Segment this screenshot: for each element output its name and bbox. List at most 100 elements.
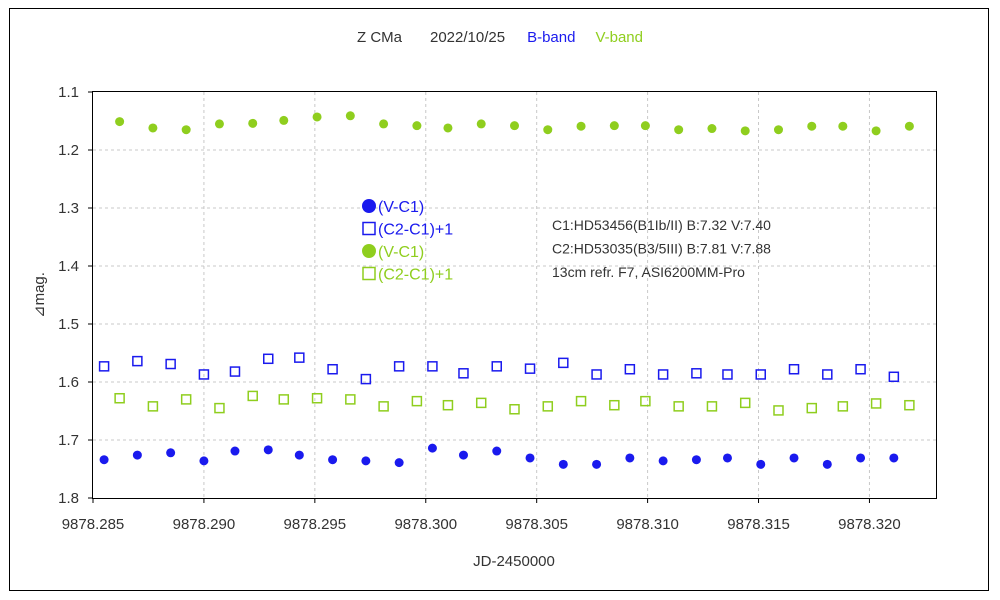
data-point bbox=[838, 121, 848, 131]
y-axis-label: ⊿mag. bbox=[31, 272, 48, 318]
data-point bbox=[492, 446, 502, 456]
y-tick-label: 1.8 bbox=[58, 490, 79, 507]
x-tick-label: 9878.300 bbox=[394, 516, 457, 533]
data-point bbox=[345, 111, 355, 121]
grid bbox=[93, 92, 936, 498]
data-point bbox=[740, 126, 750, 136]
data-point bbox=[806, 402, 818, 414]
data-point bbox=[624, 363, 636, 375]
data-point bbox=[542, 401, 554, 412]
legend-label: (V-C1) bbox=[378, 199, 424, 216]
legend-label: (C2-C1)+1 bbox=[378, 267, 453, 284]
data-point bbox=[640, 121, 650, 131]
data-series bbox=[98, 111, 915, 469]
data-point bbox=[855, 363, 866, 375]
data-point bbox=[755, 369, 766, 380]
legend-entry: (V-C1) bbox=[362, 199, 424, 216]
data-point bbox=[345, 394, 356, 405]
data-point bbox=[739, 397, 751, 409]
title-date: 2022/10/25 bbox=[430, 29, 505, 46]
data-point bbox=[788, 363, 800, 375]
x-tick-label: 9878.285 bbox=[62, 516, 125, 533]
y-tick-label: 1.7 bbox=[58, 432, 79, 449]
annotation-line: C2:HD53035(B3/5III) B:7.81 V:7.88 bbox=[552, 241, 771, 257]
data-point bbox=[609, 121, 619, 131]
data-point bbox=[889, 453, 899, 463]
legend-marker-circle bbox=[362, 199, 376, 213]
data-point bbox=[476, 119, 486, 129]
data-point bbox=[115, 117, 125, 127]
data-point bbox=[706, 401, 718, 412]
data-point bbox=[427, 361, 438, 372]
data-point bbox=[543, 125, 553, 135]
data-point bbox=[166, 448, 176, 458]
data-point bbox=[198, 369, 210, 380]
data-point bbox=[625, 453, 635, 463]
title-band-b: B-band bbox=[527, 29, 575, 46]
data-point bbox=[657, 369, 669, 380]
data-point bbox=[147, 401, 159, 412]
data-point bbox=[180, 394, 192, 405]
data-point bbox=[509, 404, 520, 415]
data-point bbox=[707, 124, 717, 134]
y-tick-label: 1.5 bbox=[58, 316, 79, 333]
data-point bbox=[591, 369, 602, 380]
data-point bbox=[558, 357, 569, 369]
series-b-v-c1 bbox=[99, 443, 899, 469]
data-point bbox=[822, 369, 833, 380]
x-axis-label: JD-2450000 bbox=[473, 553, 555, 570]
data-point bbox=[199, 456, 209, 466]
data-point bbox=[379, 119, 389, 129]
data-point bbox=[458, 450, 468, 460]
legend: (V-C1) (C2-C1)+1 (V-C1) (C2-C1)+1 bbox=[362, 199, 453, 284]
data-point bbox=[558, 459, 568, 469]
data-point bbox=[691, 368, 702, 379]
data-point bbox=[673, 401, 684, 412]
data-point bbox=[640, 395, 651, 407]
data-point bbox=[871, 126, 881, 136]
data-point bbox=[443, 123, 453, 133]
data-point bbox=[412, 121, 422, 131]
data-point bbox=[99, 455, 109, 465]
series-v-c2-c1 bbox=[114, 390, 915, 416]
y-tick-label: 1.4 bbox=[58, 258, 79, 275]
data-point bbox=[856, 453, 866, 463]
data-point bbox=[609, 399, 620, 411]
series-b-c2-c1 bbox=[98, 352, 900, 385]
legend-marker-square bbox=[362, 266, 376, 281]
data-point bbox=[575, 395, 587, 407]
y-tick-label: 1.3 bbox=[58, 200, 79, 217]
x-axis: 9878.285 9878.290 9878.295 9878.300 9878.305… bbox=[62, 498, 901, 533]
y-axis: 1.1 1.2 1.3 1.4 1.5 1.6 1.7 1.8 bbox=[58, 84, 93, 507]
y-tick-label: 1.6 bbox=[58, 374, 79, 391]
data-point bbox=[328, 455, 338, 465]
x-tick-label: 9878.290 bbox=[173, 516, 236, 533]
legend-label: (V-C1) bbox=[378, 244, 424, 261]
data-point bbox=[114, 392, 125, 404]
data-point bbox=[311, 392, 323, 404]
data-point bbox=[822, 459, 832, 469]
data-point bbox=[524, 363, 536, 374]
title-object: Z CMa bbox=[357, 29, 403, 46]
x-tick-label: 9878.295 bbox=[284, 516, 347, 533]
x-tick-label: 9878.320 bbox=[838, 516, 901, 533]
data-point bbox=[807, 121, 817, 131]
data-point bbox=[279, 115, 289, 125]
data-point bbox=[722, 453, 732, 463]
data-point bbox=[361, 456, 371, 466]
data-point bbox=[294, 450, 304, 460]
data-point bbox=[165, 358, 176, 370]
legend-marker-circle bbox=[362, 244, 376, 258]
annotations: C1:HD53456(B1Ib/II) B:7.32 V:7.40 C2:HD53… bbox=[552, 217, 771, 280]
x-tick-label: 9878.305 bbox=[505, 516, 568, 533]
data-point bbox=[98, 361, 110, 372]
data-point bbox=[904, 399, 915, 411]
data-point bbox=[181, 125, 191, 135]
data-point bbox=[360, 373, 372, 385]
series-v-v-c1 bbox=[115, 111, 914, 136]
data-point bbox=[263, 445, 273, 455]
chart-title: Z CMa 2022/10/25 B-band V-band bbox=[357, 29, 643, 46]
data-point bbox=[278, 394, 290, 405]
legend-entry: (C2-C1)+1 bbox=[362, 266, 453, 284]
data-point bbox=[148, 123, 158, 133]
